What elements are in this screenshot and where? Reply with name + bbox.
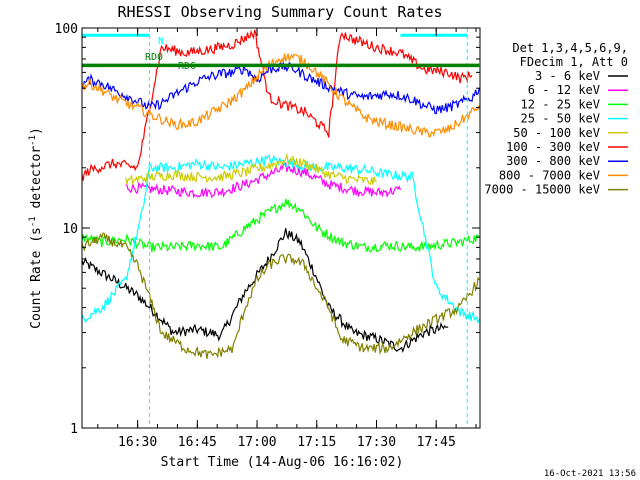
chart-title: RHESSI Observing Summary Count Rates — [117, 3, 442, 21]
series-line-0 — [81, 228, 449, 354]
legend-label-1: 6 - 12 keV — [528, 83, 600, 97]
legend-label-7: 800 - 7000 keV — [499, 168, 600, 182]
annotation-rd0: RD0 — [145, 52, 163, 63]
legend-label-3: 25 - 50 keV — [521, 112, 600, 126]
legend-label-2: 12 - 25 keV — [521, 97, 600, 111]
y-axis-label-tail-sup: -1 — [28, 135, 38, 146]
legend-label-6: 300 - 800 keV — [506, 154, 600, 168]
y-axis-label-end: ) — [29, 127, 44, 135]
legend: Det 1,3,4,5,6,9,FDecim 1, Att 03 - 6 keV… — [484, 41, 628, 197]
series-line-7 — [81, 53, 480, 138]
series-line-8 — [81, 232, 480, 359]
y-axis-label-tail: detector — [29, 146, 44, 217]
series-line-4 — [125, 152, 377, 186]
series-line-6 — [81, 60, 480, 115]
y-axis-label-main: Count Rate (s — [29, 227, 44, 329]
legend-label-5: 100 - 300 keV — [506, 140, 600, 154]
legend-header-line: Det 1,3,4,5,6,9, — [512, 41, 628, 55]
series-line-2 — [81, 198, 480, 253]
annotation-n: N — [158, 36, 164, 47]
x-tick-label: 17:30 — [357, 435, 396, 450]
x-tick-label: 17:15 — [297, 435, 336, 450]
legend-label-4: 50 - 100 keV — [513, 126, 600, 140]
y-axis-label-sup: -1 — [28, 216, 38, 227]
y-axis-label: Count Rate (s-1 detector-1) — [28, 127, 44, 329]
x-tick-label: 16:30 — [118, 435, 157, 450]
series-line-5 — [81, 29, 473, 181]
legend-label-0: 3 - 6 keV — [535, 69, 600, 83]
y-tick-label: 1 — [70, 422, 78, 437]
series-line-1 — [125, 162, 401, 199]
series-line-3 — [81, 154, 480, 324]
x-axis-label: Start Time (14-Aug-06 16:16:02) — [161, 455, 404, 470]
y-tick-label: 100 — [55, 22, 78, 37]
x-tick-label: 16:45 — [178, 435, 217, 450]
x-tick-label: 17:00 — [237, 435, 276, 450]
y-tick-label: 10 — [62, 222, 78, 237]
annotation-rd6: RD6 — [178, 61, 196, 72]
footer-timestamp: 16-Oct-2021 13:56 — [544, 469, 636, 479]
x-tick-label: 17:45 — [417, 435, 456, 450]
plot-area — [82, 28, 480, 428]
legend-label-8: 7000 - 15000 keV — [484, 183, 600, 197]
legend-header-line: FDecim 1, Att 0 — [520, 55, 628, 69]
